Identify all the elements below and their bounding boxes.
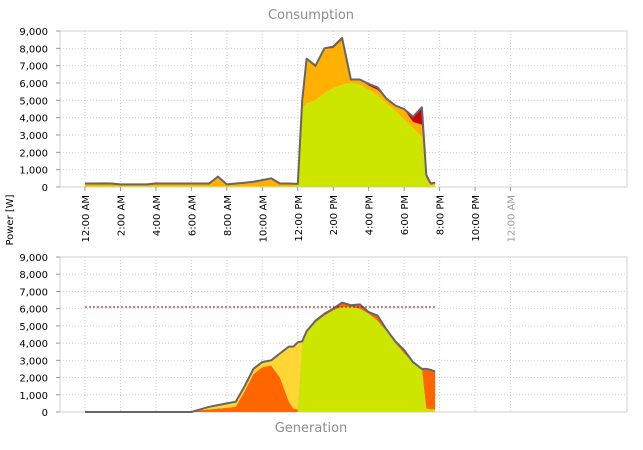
series-area-1: [85, 39, 436, 187]
y-tick-label: 9,000: [19, 253, 48, 264]
x-tick-label: 2:00 PM: [329, 195, 340, 235]
generation-chart: 0 1,000 2,000 3,000 4,000 5,000 6,000 7,000 8,00…: [19, 253, 628, 419]
x-tick-label: 12:00 PM: [294, 195, 305, 242]
y-tick-label: 9,000: [19, 27, 48, 38]
consumption-title: Consumption: [268, 8, 354, 23]
y-tick-label: 8,000: [19, 44, 48, 55]
x-tick-label: 4:00 PM: [365, 195, 376, 235]
y-tick-label: 8,000: [19, 270, 48, 281]
x-tick-label: 2:00 AM: [116, 195, 127, 236]
y-tick-label: 0: [42, 183, 48, 194]
y-tick-label: 4,000: [19, 339, 48, 350]
x-tick-label: 8:00 AM: [223, 195, 234, 236]
y-tick-label: 6,000: [19, 305, 48, 316]
generation-title: Generation: [275, 421, 348, 436]
consumption-chart: 0 1,000 2,000 3,000 4,000 5,000 6,000 7,000 8,00…: [19, 27, 628, 242]
y-tick-label: 2,000: [19, 148, 48, 159]
total-line: [85, 36, 436, 186]
y-tick-label: 6,000: [19, 79, 48, 90]
y-tick-label: 0: [42, 408, 48, 419]
y-tick-label: 5,000: [19, 322, 48, 333]
x-tick-label: 6:00 AM: [187, 195, 198, 236]
y-tick-label: 7,000: [19, 287, 48, 298]
x-tick-label: 6:00 PM: [400, 195, 411, 235]
y-tick-label: 1,000: [19, 391, 48, 402]
y-tick-label: 5,000: [19, 96, 48, 107]
total-line: [85, 301, 436, 413]
x-tick-label: 12:00 AM: [507, 195, 518, 242]
y-tick-label: 3,000: [19, 356, 48, 367]
x-tick-label: 10:00 PM: [471, 195, 482, 242]
x-tick-label: 12:00 AM: [81, 195, 92, 242]
series-area-1: [85, 302, 436, 412]
x-tick-label: 4:00 AM: [152, 195, 163, 236]
x-tick-label: 8:00 PM: [436, 195, 447, 235]
y-tick-label: 7,000: [19, 62, 48, 73]
y-tick-label: 1,000: [19, 166, 48, 177]
y-tick-label: 4,000: [19, 114, 48, 125]
series-area-0: [85, 306, 436, 412]
series-area-0: [85, 83, 436, 187]
y-tick-label: 2,000: [19, 374, 48, 385]
x-tick-label: 10:00 AM: [258, 195, 269, 242]
y-axis-label: Power [W]: [5, 194, 16, 245]
y-tick-label: 3,000: [19, 131, 48, 142]
